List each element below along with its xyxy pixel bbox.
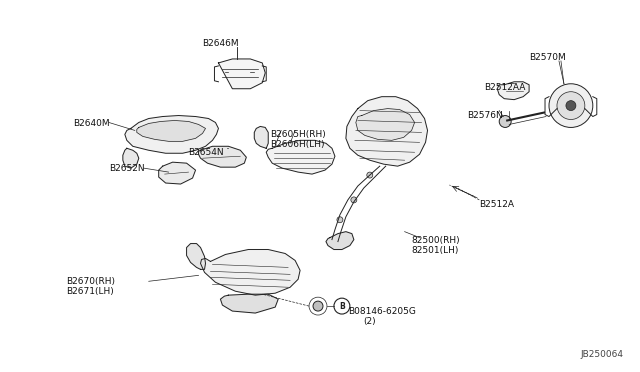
Polygon shape: [220, 294, 278, 313]
Text: B2652N: B2652N: [109, 164, 145, 173]
Text: JB250064: JB250064: [580, 350, 623, 359]
Text: B2654N: B2654N: [189, 148, 224, 157]
Text: B2640M: B2640M: [73, 119, 109, 128]
Circle shape: [557, 92, 585, 119]
Circle shape: [499, 116, 511, 128]
Text: B2512AA: B2512AA: [484, 83, 525, 92]
Polygon shape: [187, 244, 205, 269]
Polygon shape: [125, 116, 218, 153]
Circle shape: [549, 84, 593, 128]
Text: B2570M: B2570M: [529, 53, 566, 62]
Text: B2646M: B2646M: [202, 39, 239, 48]
Polygon shape: [497, 82, 529, 100]
Circle shape: [313, 301, 323, 311]
Polygon shape: [123, 148, 139, 168]
Polygon shape: [200, 250, 300, 295]
Text: B2606H(LH): B2606H(LH): [270, 140, 324, 149]
Text: B2605H(RH): B2605H(RH): [270, 131, 326, 140]
Polygon shape: [137, 121, 205, 141]
Polygon shape: [266, 140, 335, 174]
Polygon shape: [218, 59, 265, 89]
Polygon shape: [254, 126, 268, 148]
Text: 82501(LH): 82501(LH): [412, 246, 459, 254]
Text: 82500(RH): 82500(RH): [412, 235, 460, 245]
Text: B: B: [339, 302, 345, 311]
Polygon shape: [326, 232, 354, 250]
Circle shape: [367, 172, 372, 178]
Text: B2670(RH): B2670(RH): [66, 277, 115, 286]
Text: (2): (2): [363, 317, 376, 326]
Circle shape: [566, 101, 576, 110]
Circle shape: [337, 217, 343, 223]
Text: B2576N: B2576N: [467, 110, 503, 119]
Circle shape: [351, 197, 357, 203]
Polygon shape: [198, 146, 246, 167]
Polygon shape: [159, 162, 196, 184]
Polygon shape: [356, 109, 415, 140]
Text: B2671(LH): B2671(LH): [66, 287, 114, 296]
Text: B2512A: B2512A: [479, 200, 515, 209]
Text: B08146-6205G: B08146-6205G: [348, 307, 416, 316]
Circle shape: [334, 298, 350, 314]
Polygon shape: [346, 97, 428, 166]
